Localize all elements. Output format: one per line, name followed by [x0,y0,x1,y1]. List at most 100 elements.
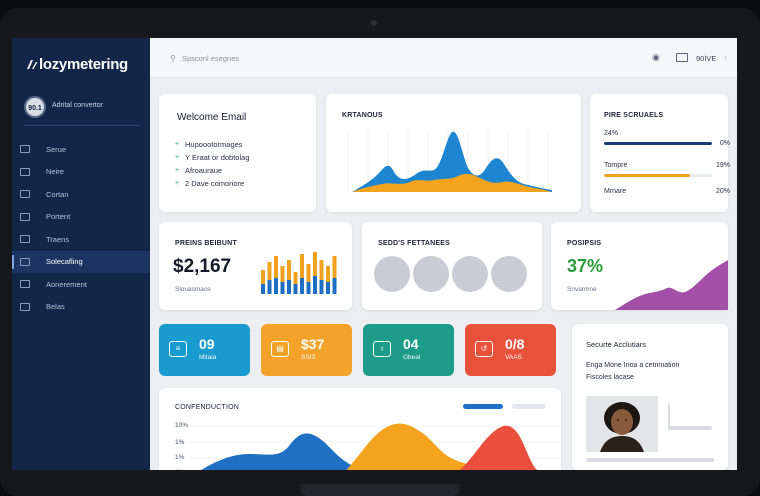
sidebar: lozymetering 90.1 Adrital convertor Seru… [12,38,150,470]
sidebar-item-label: Traens [46,234,70,244]
sidebar-item-belas[interactable]: Belas [12,296,150,319]
bar-segment-blue [306,282,311,294]
secure-card: Securte Acclutiars Enga Mone Inoa a cetr… [572,324,728,470]
y-tick-label: 1% [175,469,184,470]
bar-segment-blue [267,280,272,294]
percent-card: POSIPSIS 37% Srivarmne [551,222,728,310]
secure-title: Securte Acclutiars [586,340,647,349]
bottom-area-chart [189,423,559,470]
revenue-title: PREINS BEIBUNT [175,240,237,247]
area-series-blue [201,433,366,470]
stat-value: $37 [301,336,325,352]
stat-value: 0/8 [505,336,525,352]
bar-segment-blue [332,278,337,294]
area-series-orange [352,173,552,192]
bar-segment-blue [319,280,324,294]
sidebar-item-neire[interactable]: Neire [12,161,150,184]
sidebar-item-traens[interactable]: Traens [12,228,150,251]
stat-tile[interactable]: ▤ $37 SSI3 [261,324,352,376]
bar-segment-orange [274,256,278,278]
search-icon: ⚲ [170,54,176,63]
y-tick-label: 10% [175,422,189,429]
bar-segment-blue [293,284,298,294]
nav-item-icon [20,145,30,154]
nav-item-icon [20,257,30,266]
bar-segment-orange [332,256,337,278]
list-item: +2 Dave comoriore [175,179,245,188]
bar-segment-blue [300,278,304,294]
chart-icon: ≡ [169,341,187,357]
stat-label: VAAS [505,354,522,361]
area-chart-card: KRTANOUS [326,94,581,212]
app-screen: lozymetering 90.1 Adrital convertor Seru… [12,38,737,470]
stat-tile[interactable]: ↺ 0/8 VAAS [465,324,556,376]
user-profile[interactable]: 90.1 Adrital convertor [24,96,140,126]
avatars-card: SEDD'S FETTANEES [362,222,542,310]
bar-segment-orange [306,264,311,282]
area-chart-title: KRTANOUS [342,112,383,119]
user-menu[interactable]: 90İVE [696,54,717,63]
avatar-placeholder[interactable] [374,256,410,292]
avatar-placeholder[interactable] [491,256,527,292]
secure-line1: Enga Mone Inoa a cetrimation [586,362,680,369]
divider [668,404,670,428]
sidebar-item-solecafling[interactable]: Solecafling [12,250,150,273]
topbar: ⚲ ◉ 90İVE › [150,38,737,78]
area-chart [347,129,552,192]
avatars-title: SEDD'S FETTANEES [378,240,451,247]
user-portrait [586,396,658,452]
area-series-red [460,425,538,470]
camera-icon [371,20,377,26]
avatar-placeholder[interactable] [413,256,449,292]
sidebar-item-label: Aonerement [46,279,87,289]
percent-caption: Srivarmne [567,286,597,293]
avatar: 90.1 [24,96,46,118]
list-item: + Afroauraue [175,166,223,175]
nav-item-icon [20,190,30,199]
sidebar-nav: Serue Neire Cortan Portent Traens Solecafling… [12,138,150,318]
chevron-right-icon[interactable]: › [724,52,727,62]
nav-item-icon [20,167,30,176]
sidebar-item-label: Cortan [46,189,69,199]
stat-tile[interactable]: ♁ 04 Gbeal [363,324,454,376]
sidebar-item-label: Belas [46,302,65,312]
area-series-orange [346,423,479,470]
sidebar-item-serue[interactable]: Serue [12,138,150,161]
bar-segment-orange [293,272,298,284]
location-pin-icon[interactable]: ◉ [652,52,660,62]
revenue-bars [261,252,337,294]
secure-line2: Fiscoles lacase [586,374,634,381]
segmented-tab[interactable] [512,404,546,409]
bar-segment-orange [280,266,285,282]
bar-segment-blue [313,276,317,294]
placeholder-bar [586,458,714,462]
avatar-placeholder[interactable] [452,256,488,292]
bar-segment-orange [319,260,324,280]
bottom-chart-card: CONFENDUCTION 10% 1% 1% 1% [159,388,561,470]
stat-label: Mitaia [199,354,217,361]
bar-segment-orange [300,254,304,278]
y-tick-label: 1% [175,454,185,461]
stat-tile[interactable]: ≡ 09 Mitaia [159,324,250,376]
segmented-tab-active[interactable] [463,404,503,409]
bar-segment-orange [287,260,291,280]
search-input[interactable] [182,51,342,65]
brand-logo[interactable]: lozymetering [26,56,128,73]
display-icon[interactable] [676,53,688,62]
revenue-value: $2,167 [173,256,232,277]
sidebar-item-aonerement[interactable]: Aonerement [12,273,150,296]
sidebar-item-cortan[interactable]: Cortan [12,183,150,206]
welcome-title: Welcome Email [177,112,247,123]
sidebar-item-label: Neire [46,167,64,177]
percent-title: POSIPSIS [567,240,602,247]
revenue-caption: Slouasmace [175,286,211,293]
sidebar-item-label: Solecafling [46,257,83,267]
brand-name: lozymetering [39,56,128,73]
profile-name: Adrital convertor [52,102,103,109]
stat-value: 09 [199,336,215,352]
bar-segment-blue [287,280,291,294]
sidebar-item-portent[interactable]: Portent [12,206,150,229]
list-item: + Hupoootormages [175,140,243,149]
nav-item-icon [20,235,30,244]
bar-segment-blue [274,278,278,294]
